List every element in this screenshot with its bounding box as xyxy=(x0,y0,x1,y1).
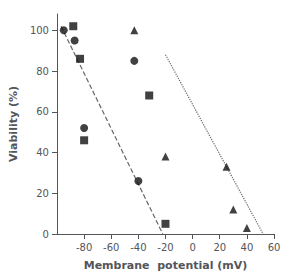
svg-text:Viability (%): Viability (%) xyxy=(7,86,20,162)
svg-text:20: 20 xyxy=(213,242,226,253)
svg-text:-60: -60 xyxy=(103,242,119,253)
svg-text:100: 100 xyxy=(30,25,49,36)
svg-text:0: 0 xyxy=(43,229,49,240)
svg-text:60: 60 xyxy=(268,242,281,253)
svg-text:0: 0 xyxy=(189,242,195,253)
svg-text:60: 60 xyxy=(36,106,49,117)
svg-text:40: 40 xyxy=(241,242,254,253)
svg-text:-40: -40 xyxy=(130,242,146,253)
svg-text:20: 20 xyxy=(36,188,49,199)
svg-text:-80: -80 xyxy=(76,242,92,253)
svg-text:-20: -20 xyxy=(157,242,173,253)
svg-text:40: 40 xyxy=(36,147,49,158)
svg-text:Membrane potential (mV): Membrane potential (mV) xyxy=(84,259,248,272)
svg-text:80: 80 xyxy=(36,66,49,77)
